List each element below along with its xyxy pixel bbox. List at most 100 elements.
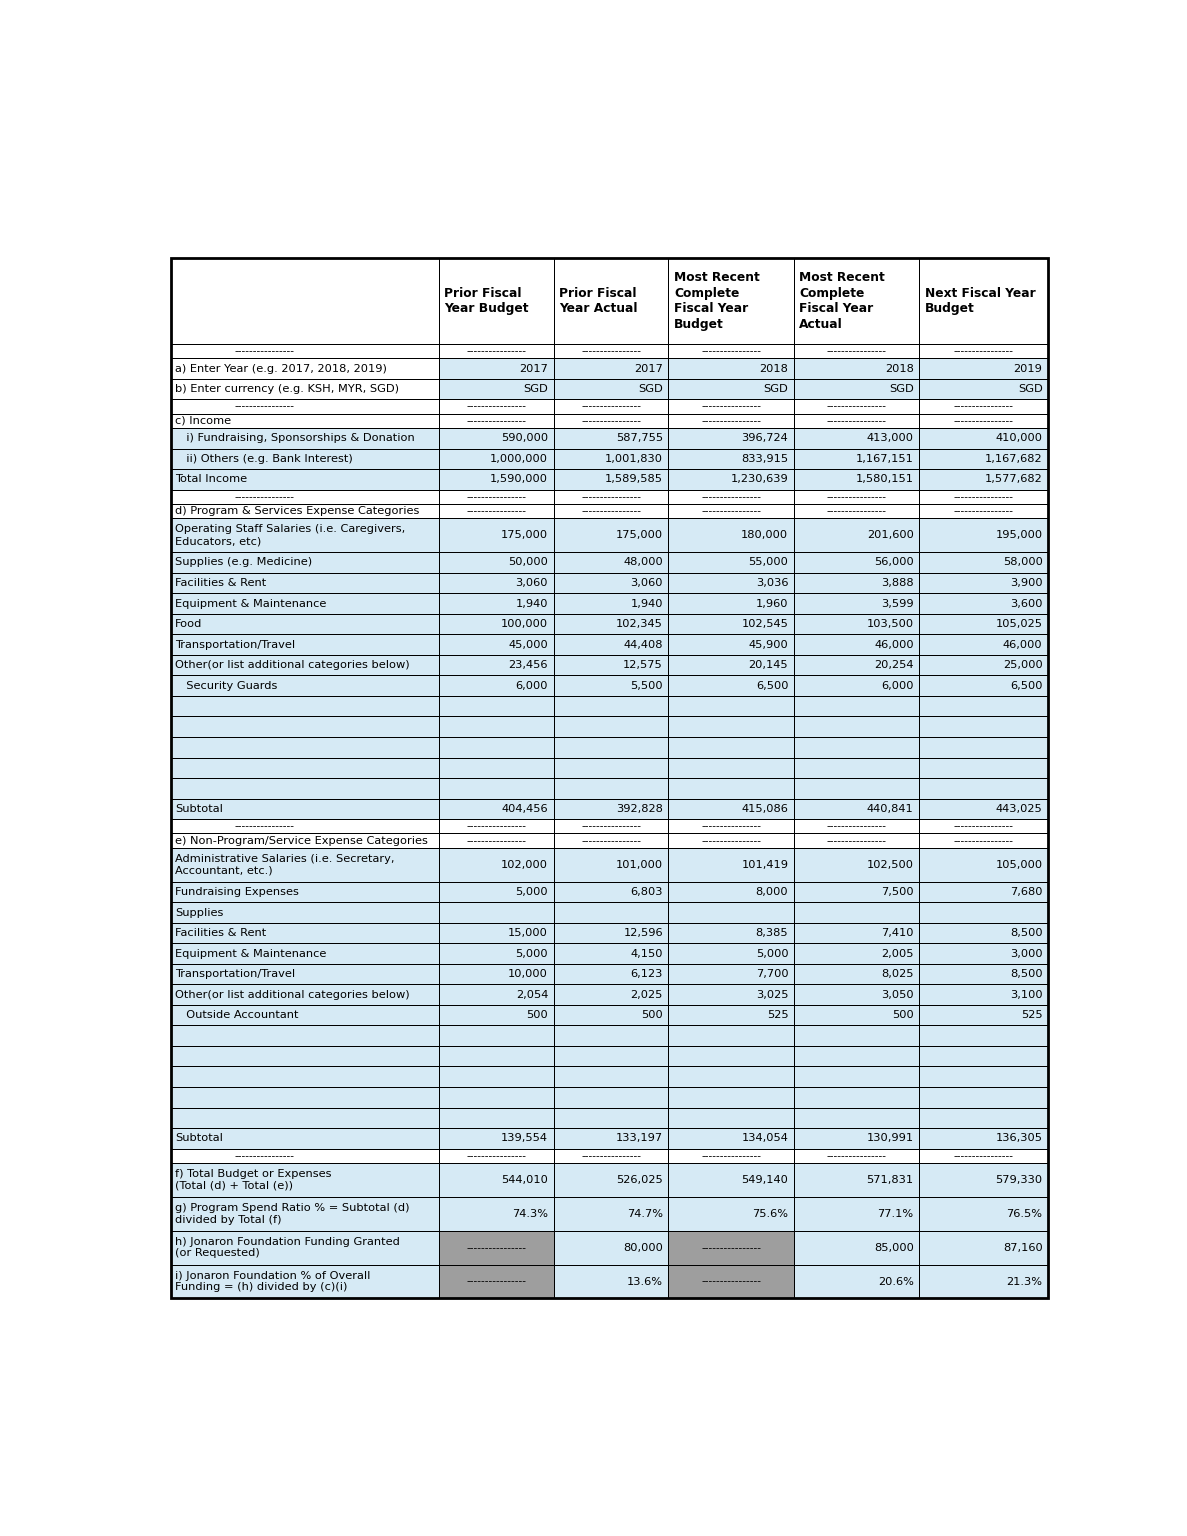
Bar — [171, 504, 439, 518]
Bar — [553, 614, 668, 634]
Text: 102,000: 102,000 — [501, 860, 548, 869]
Bar — [668, 834, 794, 848]
Bar — [171, 848, 439, 882]
Bar — [171, 1005, 439, 1026]
Bar — [553, 1026, 668, 1046]
Bar — [919, 634, 1048, 654]
Bar — [668, 819, 794, 834]
Bar — [439, 696, 553, 716]
Text: ----------------: ---------------- — [702, 346, 761, 356]
Text: 133,197: 133,197 — [616, 1134, 662, 1143]
Text: ----------------: ---------------- — [826, 836, 887, 846]
Text: ----------------: ---------------- — [580, 822, 641, 831]
Text: 75.6%: 75.6% — [753, 1209, 788, 1218]
Bar — [794, 504, 919, 518]
Bar — [919, 737, 1048, 757]
Text: 105,025: 105,025 — [996, 619, 1042, 630]
Bar — [171, 1066, 439, 1087]
Bar — [919, 834, 1048, 848]
Bar — [919, 1230, 1048, 1264]
Bar — [919, 504, 1048, 518]
Bar — [794, 614, 919, 634]
Bar — [919, 1149, 1048, 1163]
Bar — [553, 1197, 668, 1230]
Bar — [171, 1127, 439, 1149]
Bar — [439, 504, 553, 518]
Text: f) Total Budget or Expenses
(Total (d) + Total (e)): f) Total Budget or Expenses (Total (d) +… — [174, 1169, 331, 1190]
Text: ----------------: ---------------- — [702, 836, 761, 846]
Bar — [668, 848, 794, 882]
Text: 102,500: 102,500 — [867, 860, 914, 869]
Bar — [919, 413, 1048, 429]
Bar — [919, 963, 1048, 985]
Bar — [171, 449, 439, 468]
Bar — [919, 553, 1048, 573]
Bar — [553, 593, 668, 614]
Text: 396,724: 396,724 — [742, 433, 788, 444]
Text: 1,590,000: 1,590,000 — [490, 475, 548, 484]
Bar — [919, 490, 1048, 504]
Bar — [919, 344, 1048, 358]
Bar — [668, 429, 794, 449]
Bar — [553, 902, 668, 923]
Bar — [553, 716, 668, 737]
Bar — [794, 1066, 919, 1087]
Bar — [171, 1087, 439, 1107]
Bar — [171, 344, 439, 358]
Bar — [794, 676, 919, 696]
Bar — [171, 1264, 439, 1298]
Bar — [668, 344, 794, 358]
Bar — [668, 1230, 794, 1264]
Text: 101,419: 101,419 — [742, 860, 788, 869]
Bar — [668, 413, 794, 429]
Bar — [553, 449, 668, 468]
Text: 2017: 2017 — [519, 364, 548, 373]
Text: 13.6%: 13.6% — [627, 1276, 662, 1287]
Bar — [439, 943, 553, 963]
Bar — [553, 834, 668, 848]
Bar — [794, 1087, 919, 1107]
Bar — [171, 1026, 439, 1046]
Bar — [919, 518, 1048, 553]
Bar — [668, 593, 794, 614]
Text: ----------------: ---------------- — [235, 401, 294, 412]
Bar — [171, 834, 439, 848]
Bar — [553, 399, 668, 413]
Bar — [794, 379, 919, 399]
Text: ----------------: ---------------- — [953, 836, 1014, 846]
Bar — [171, 943, 439, 963]
Bar — [794, 716, 919, 737]
Text: ----------------: ---------------- — [466, 507, 526, 516]
Bar — [794, 943, 919, 963]
Bar — [668, 1087, 794, 1107]
Text: g) Program Spend Ratio % = Subtotal (d)
divided by Total (f): g) Program Spend Ratio % = Subtotal (d) … — [174, 1203, 410, 1224]
Text: 3,100: 3,100 — [1010, 989, 1042, 1000]
Bar — [668, 1026, 794, 1046]
Bar — [668, 614, 794, 634]
Bar — [668, 553, 794, 573]
Text: 6,000: 6,000 — [515, 680, 548, 691]
Text: 48,000: 48,000 — [623, 558, 662, 567]
Bar — [171, 553, 439, 573]
Bar — [668, 634, 794, 654]
Text: 105,000: 105,000 — [996, 860, 1042, 869]
Bar — [439, 737, 553, 757]
Bar — [439, 1230, 553, 1264]
Text: b) Enter currency (e.g. KSH, MYR, SGD): b) Enter currency (e.g. KSH, MYR, SGD) — [174, 384, 399, 395]
Bar — [668, 379, 794, 399]
Text: Subtotal: Subtotal — [174, 803, 223, 814]
Bar — [794, 1005, 919, 1026]
Bar — [439, 882, 553, 902]
Text: 2,025: 2,025 — [630, 989, 662, 1000]
Bar — [919, 676, 1048, 696]
Text: 2,054: 2,054 — [515, 989, 548, 1000]
Text: 46,000: 46,000 — [874, 639, 914, 650]
Text: SGD: SGD — [889, 384, 914, 395]
Bar — [794, 634, 919, 654]
Bar — [919, 985, 1048, 1005]
Bar — [919, 593, 1048, 614]
Bar — [553, 676, 668, 696]
Bar — [439, 1197, 553, 1230]
Text: 8,500: 8,500 — [1010, 969, 1042, 978]
Text: 1,940: 1,940 — [630, 599, 662, 608]
